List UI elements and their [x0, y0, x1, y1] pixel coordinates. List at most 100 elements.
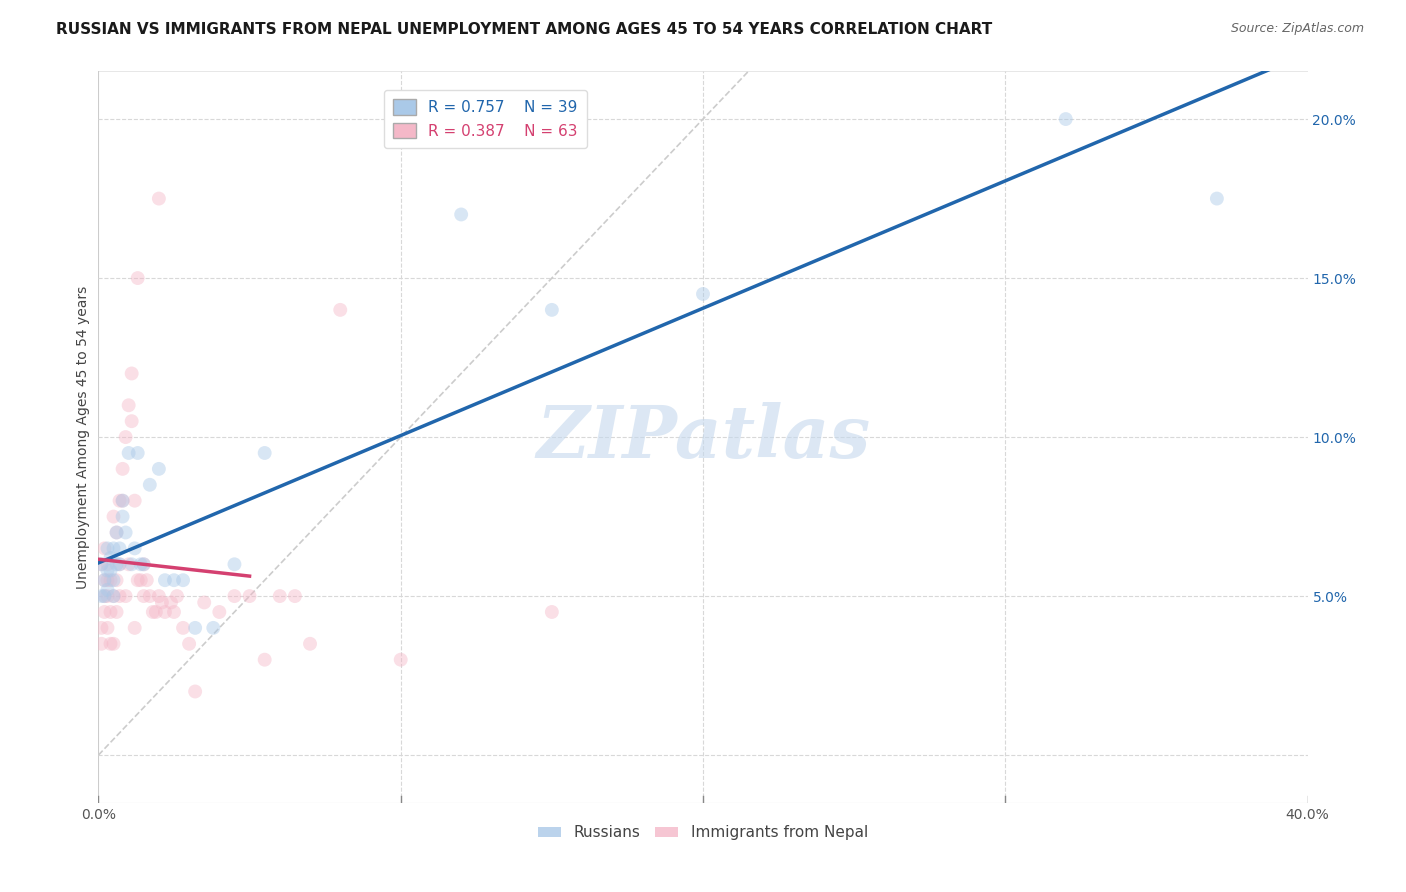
Point	[132, 589, 155, 603]
Point	[124, 621, 146, 635]
Point	[389, 653, 412, 667]
Point	[208, 605, 231, 619]
Point	[100, 550, 122, 565]
Point	[153, 573, 176, 587]
Point	[105, 558, 128, 572]
Point	[148, 589, 170, 603]
Point	[142, 605, 165, 619]
Point	[540, 605, 562, 619]
Point	[253, 446, 276, 460]
Point	[202, 621, 225, 635]
Point	[103, 589, 125, 603]
Text: Source: ZipAtlas.com: Source: ZipAtlas.com	[1230, 22, 1364, 36]
Point	[127, 271, 149, 285]
Point	[124, 493, 146, 508]
Point	[103, 573, 125, 587]
Point	[139, 589, 162, 603]
Point	[450, 207, 472, 221]
Point	[145, 605, 167, 619]
Point	[111, 462, 134, 476]
Point	[93, 605, 115, 619]
Point	[103, 589, 125, 603]
Point	[103, 509, 125, 524]
Point	[540, 302, 562, 317]
Point	[153, 605, 176, 619]
Point	[172, 621, 194, 635]
Point	[105, 525, 128, 540]
Point	[93, 589, 115, 603]
Point	[269, 589, 291, 603]
Point	[96, 541, 118, 556]
Point	[103, 637, 125, 651]
Point	[90, 637, 112, 651]
Point	[96, 558, 118, 572]
Point	[299, 637, 322, 651]
Point	[163, 573, 186, 587]
Point	[96, 582, 118, 597]
Point	[93, 541, 115, 556]
Point	[1206, 192, 1229, 206]
Point	[108, 493, 131, 508]
Point	[166, 589, 188, 603]
Point	[90, 621, 112, 635]
Point	[100, 564, 122, 578]
Text: RUSSIAN VS IMMIGRANTS FROM NEPAL UNEMPLOYMENT AMONG AGES 45 TO 54 YEARS CORRELAT: RUSSIAN VS IMMIGRANTS FROM NEPAL UNEMPLO…	[56, 22, 993, 37]
Point	[139, 477, 162, 491]
Point	[108, 558, 131, 572]
Point	[224, 589, 246, 603]
Point	[90, 589, 112, 603]
Point	[90, 558, 112, 572]
Point	[96, 573, 118, 587]
Point	[193, 595, 215, 609]
Point	[253, 653, 276, 667]
Point	[93, 573, 115, 587]
Point	[148, 192, 170, 206]
Point	[179, 637, 201, 651]
Point	[100, 605, 122, 619]
Point	[100, 637, 122, 651]
Point	[121, 414, 143, 428]
Point	[96, 621, 118, 635]
Point	[129, 558, 152, 572]
Point	[692, 287, 714, 301]
Point	[132, 558, 155, 572]
Point	[127, 573, 149, 587]
Point	[135, 573, 157, 587]
Point	[224, 558, 246, 572]
Point	[100, 573, 122, 587]
Point	[121, 558, 143, 572]
Point	[184, 684, 207, 698]
Point	[108, 541, 131, 556]
Point	[148, 462, 170, 476]
Point	[103, 541, 125, 556]
Point	[105, 573, 128, 587]
Point	[111, 493, 134, 508]
Point	[150, 595, 173, 609]
Point	[184, 621, 207, 635]
Point	[124, 541, 146, 556]
Point	[93, 573, 115, 587]
Point	[108, 589, 131, 603]
Point	[96, 589, 118, 603]
Point	[105, 525, 128, 540]
Point	[93, 589, 115, 603]
Point	[114, 589, 136, 603]
Point	[118, 446, 141, 460]
Point	[118, 558, 141, 572]
Legend: Russians, Immigrants from Nepal: Russians, Immigrants from Nepal	[531, 819, 875, 847]
Point	[132, 558, 155, 572]
Point	[329, 302, 352, 317]
Point	[127, 446, 149, 460]
Point	[108, 558, 131, 572]
Point	[160, 595, 183, 609]
Point	[163, 605, 186, 619]
Point	[111, 509, 134, 524]
Point	[118, 398, 141, 412]
Point	[90, 558, 112, 572]
Point	[111, 493, 134, 508]
Y-axis label: Unemployment Among Ages 45 to 54 years: Unemployment Among Ages 45 to 54 years	[76, 285, 90, 589]
Point	[105, 605, 128, 619]
Point	[172, 573, 194, 587]
Text: ZIPatlas: ZIPatlas	[536, 401, 870, 473]
Point	[239, 589, 262, 603]
